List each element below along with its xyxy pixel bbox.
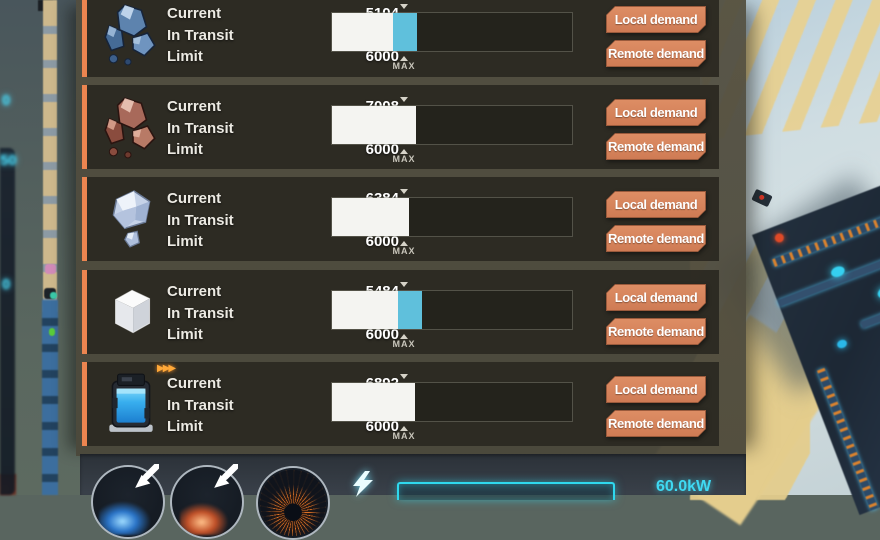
- field-label-in-transit: In Transit: [167, 304, 234, 322]
- item-slot[interactable]: [99, 0, 163, 69]
- max-label: MAX: [392, 61, 416, 71]
- max-label: MAX: [392, 339, 416, 349]
- limit-value: 6000: [365, 326, 399, 344]
- field-label-limit: Limit: [167, 326, 203, 344]
- warper-slot[interactable]: [256, 466, 330, 540]
- blurred-digit: 50: [0, 152, 17, 169]
- conveyor-item: [49, 328, 55, 336]
- storage-limit-slider[interactable]: MAX: [331, 95, 577, 165]
- storage-bar: [331, 290, 573, 330]
- blurred-digit: 0: [2, 276, 11, 293]
- blurred-side-panel: [0, 148, 15, 495]
- field-label-current: Current: [167, 283, 222, 301]
- limit-marker-icon[interactable]: [400, 282, 408, 287]
- limit-marker-icon[interactable]: [400, 97, 408, 102]
- drone-icon: [99, 501, 151, 535]
- incoming-arrow-icon: [135, 464, 159, 488]
- conveyor-item: [50, 292, 57, 299]
- item-slot[interactable]: [99, 369, 163, 439]
- limit-marker-icon: [400, 149, 408, 154]
- priority-chevrons-icon: ▶▶▶: [157, 363, 176, 374]
- remote-demand-button[interactable]: Remote demand: [606, 225, 706, 252]
- remote-demand-button[interactable]: Remote demand: [606, 318, 706, 345]
- item-slot[interactable]: [99, 277, 163, 347]
- storage-bar: [331, 197, 573, 237]
- max-label: MAX: [392, 431, 416, 441]
- max-label: MAX: [392, 246, 416, 256]
- current-fill: [332, 198, 409, 236]
- storage-limit-slider[interactable]: MAX: [331, 187, 577, 257]
- current-fill: [332, 291, 398, 329]
- limit-marker-icon: [400, 241, 408, 246]
- field-label-in-transit: In Transit: [167, 396, 234, 414]
- limit-value: 6000: [365, 233, 399, 251]
- limit-value: 6000: [365, 141, 399, 159]
- fluid-container-icon: [109, 373, 153, 432]
- item-slot[interactable]: [99, 92, 163, 162]
- white-cube-icon: [115, 289, 151, 334]
- max-label: MAX: [392, 154, 416, 164]
- field-label-current: Current: [167, 5, 222, 23]
- storage-limit-slider[interactable]: MAX: [331, 2, 577, 72]
- field-label-limit: Limit: [167, 141, 203, 159]
- field-label-in-transit: In Transit: [167, 211, 234, 229]
- limit-marker-icon: [400, 334, 408, 339]
- limit-marker-icon[interactable]: [400, 4, 408, 9]
- current-fill: [332, 106, 416, 144]
- conveyor-belt-lower: [42, 300, 58, 495]
- field-label-current: Current: [167, 190, 222, 208]
- power-reading: 60.0kW: [656, 478, 712, 495]
- limit-marker-icon: [400, 426, 408, 431]
- field-label-in-transit: In Transit: [167, 26, 234, 44]
- limit-value: 6000: [365, 418, 399, 436]
- conveyor-belt: [43, 0, 57, 312]
- local-demand-button[interactable]: Local demand: [606, 284, 706, 311]
- storage-bar: [331, 105, 573, 145]
- copper-ore-icon: [104, 97, 156, 159]
- conveyor-item: [45, 264, 56, 274]
- field-label-current: Current: [167, 98, 222, 116]
- field-label-limit: Limit: [167, 48, 203, 66]
- current-fill: [332, 383, 415, 421]
- storage-limit-slider[interactable]: MAX: [331, 280, 577, 350]
- blue-ore-icon: [104, 4, 156, 66]
- storage-bar: [331, 12, 573, 52]
- incoming-arrow-icon: [214, 464, 238, 488]
- transit-fill: [398, 291, 422, 329]
- remote-demand-button[interactable]: Remote demand: [606, 40, 706, 67]
- storage-slot-row: ▶▶▶ Current6892 In Transit0: [82, 362, 719, 446]
- remote-demand-button[interactable]: Remote demand: [606, 410, 706, 437]
- local-demand-button[interactable]: Local demand: [606, 6, 706, 33]
- ship-icon: [180, 503, 228, 535]
- power-icon: [353, 471, 373, 497]
- limit-marker-icon[interactable]: [400, 189, 408, 194]
- transit-fill: [393, 13, 417, 51]
- field-label-in-transit: In Transit: [167, 119, 234, 137]
- local-demand-button[interactable]: Local demand: [606, 376, 706, 403]
- item-slot[interactable]: [99, 184, 163, 254]
- remote-demand-button[interactable]: Remote demand: [606, 133, 706, 160]
- limit-marker-icon: [400, 56, 408, 61]
- limit-value: 6000: [365, 48, 399, 66]
- storage-limit-slider[interactable]: MAX: [331, 372, 577, 442]
- storage-bar: [331, 382, 573, 422]
- field-label-limit: Limit: [167, 418, 203, 436]
- local-demand-button[interactable]: Local demand: [606, 99, 706, 126]
- field-label-current: Current: [167, 375, 222, 393]
- charging-bar: [397, 482, 615, 500]
- field-label-limit: Limit: [167, 233, 203, 251]
- local-demand-button[interactable]: Local demand: [606, 191, 706, 218]
- current-fill: [332, 13, 393, 51]
- blurred-digit: 0: [2, 92, 11, 109]
- limit-marker-icon[interactable]: [400, 374, 408, 379]
- crystal-icon: [112, 190, 151, 248]
